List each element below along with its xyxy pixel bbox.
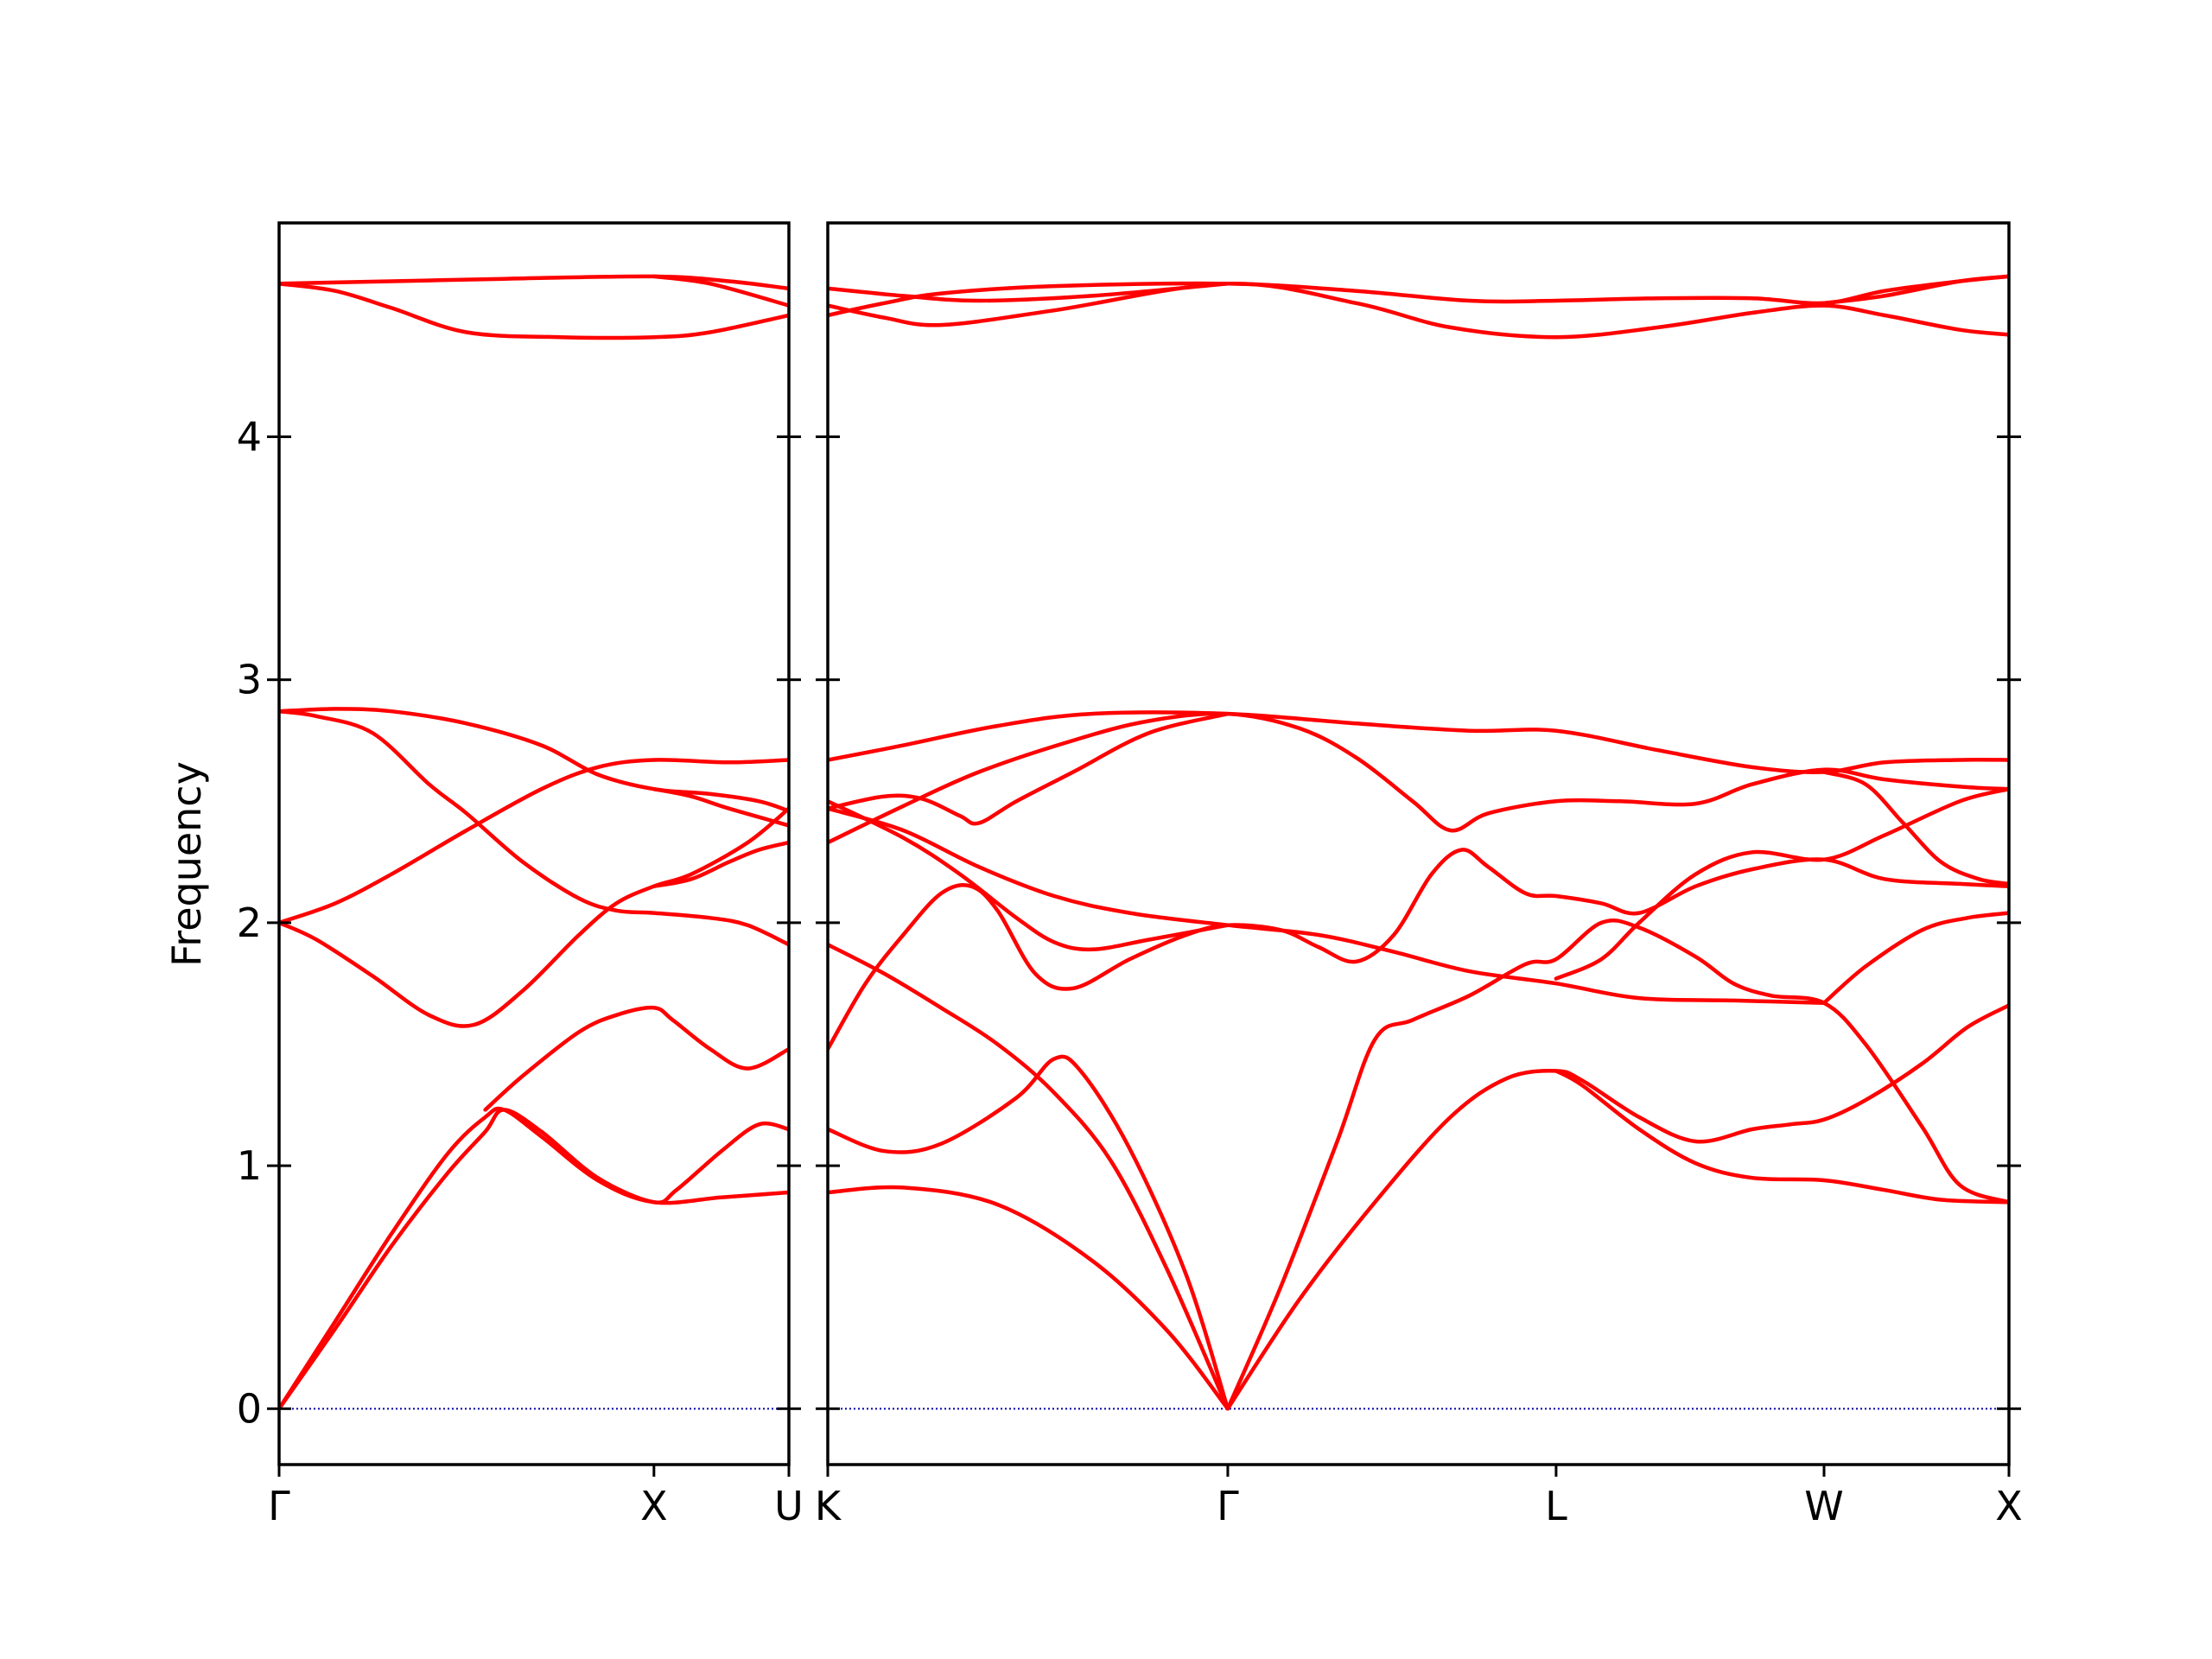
panel-left: 0 1 2 3 4 Γ X U xyxy=(237,221,804,1529)
band-line xyxy=(1225,1003,2009,1411)
band-line xyxy=(828,711,1230,826)
x-tick-label: U xyxy=(774,1483,804,1529)
band-line xyxy=(279,274,789,291)
band-line xyxy=(279,758,789,925)
y-tick-label: 4 xyxy=(237,413,262,460)
y-tick-label: 2 xyxy=(237,899,262,946)
band-line xyxy=(652,840,789,888)
band-line xyxy=(1554,786,2009,981)
band-line xyxy=(279,1108,789,1411)
band-line xyxy=(828,942,1230,1411)
bands-right xyxy=(828,274,2009,1411)
bands-left xyxy=(279,274,789,1411)
band-line xyxy=(828,274,2009,318)
panel-frame xyxy=(826,221,2011,1466)
band-line xyxy=(279,282,789,340)
band-line xyxy=(1821,770,2009,887)
band-line xyxy=(1554,1069,2009,1205)
x-tick-label: L xyxy=(1545,1483,1567,1529)
band-line xyxy=(828,1054,1230,1411)
band-line xyxy=(828,1185,1230,1411)
band-line xyxy=(652,274,789,308)
band-line xyxy=(279,1106,789,1411)
x-tick-label: Γ xyxy=(268,1483,290,1529)
band-line xyxy=(1821,274,2009,306)
band-line xyxy=(828,282,2009,340)
band-line xyxy=(828,282,1230,303)
band-line xyxy=(828,711,2009,845)
band-line xyxy=(279,806,789,1028)
panel-frame xyxy=(277,221,791,1466)
x-tick-label: K xyxy=(815,1483,842,1529)
y-tick-label: 3 xyxy=(237,657,262,703)
x-tick-label: X xyxy=(1995,1483,2023,1529)
y-axis-label: Frequency xyxy=(163,761,210,967)
band-line xyxy=(828,710,2009,774)
band-line xyxy=(279,707,789,813)
band-line xyxy=(483,1005,789,1112)
band-line xyxy=(279,709,789,947)
band-line xyxy=(1225,918,2009,1411)
band-line xyxy=(652,786,789,828)
x-tick-label: Γ xyxy=(1217,1483,1239,1529)
band-line xyxy=(828,806,1827,1005)
band-line xyxy=(1821,911,2009,1005)
x-tick-label: W xyxy=(1804,1483,1843,1529)
x-tick-label: X xyxy=(640,1483,668,1529)
y-tick-label: 0 xyxy=(237,1385,262,1432)
y-tick-label: 1 xyxy=(237,1142,262,1189)
band-line xyxy=(828,799,1230,952)
